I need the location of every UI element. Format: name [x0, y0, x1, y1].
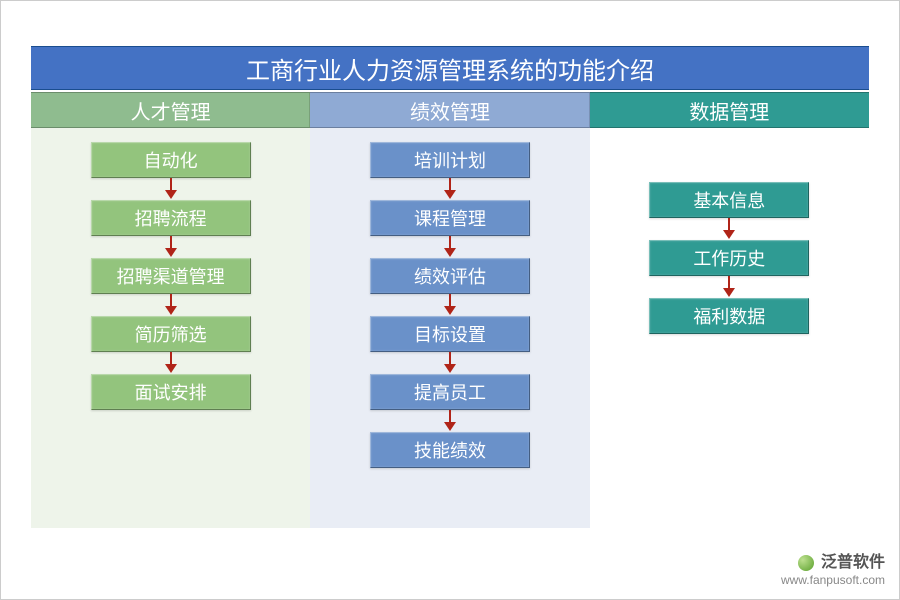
node-label: 课程管理 — [414, 205, 486, 231]
column-1: 培训计划课程管理绩效评估目标设置提高员工技能绩效 — [310, 128, 589, 528]
category-row: 人才管理 绩效管理 数据管理 — [31, 92, 869, 128]
node-label: 福利数据 — [693, 303, 765, 329]
arrow-down-icon — [165, 236, 177, 258]
node-2-2: 福利数据 — [649, 298, 809, 334]
watermark-logo-icon — [798, 555, 814, 571]
category-label: 数据管理 — [689, 96, 769, 125]
node-1-0: 培训计划 — [370, 142, 530, 178]
node-0-0: 自动化 — [91, 142, 251, 178]
node-0-4: 面试安排 — [91, 374, 251, 410]
arrow-down-icon — [444, 294, 456, 316]
category-label: 人才管理 — [131, 96, 211, 125]
arrow-down-icon — [165, 294, 177, 316]
node-label: 技能绩效 — [414, 437, 486, 463]
arrow-down-icon — [165, 352, 177, 374]
arrow-down-icon — [444, 236, 456, 258]
arrow-down-icon — [444, 178, 456, 200]
node-label: 面试安排 — [135, 379, 207, 405]
node-label: 基本信息 — [693, 187, 765, 213]
node-label: 自动化 — [144, 147, 198, 173]
node-0-1: 招聘流程 — [91, 200, 251, 236]
category-header-2: 数据管理 — [590, 92, 869, 128]
arrow-down-icon — [723, 218, 735, 240]
node-1-4: 提高员工 — [370, 374, 530, 410]
node-1-2: 绩效评估 — [370, 258, 530, 294]
column-0: 自动化招聘流程招聘渠道管理简历筛选面试安排 — [31, 128, 310, 528]
node-2-0: 基本信息 — [649, 182, 809, 218]
node-label: 简历筛选 — [135, 321, 207, 347]
title-text: 工商行业人力资源管理系统的功能介绍 — [246, 51, 654, 86]
node-2-1: 工作历史 — [649, 240, 809, 276]
node-1-3: 目标设置 — [370, 316, 530, 352]
arrow-down-icon — [723, 276, 735, 298]
category-header-0: 人才管理 — [31, 92, 310, 128]
node-label: 绩效评估 — [414, 263, 486, 289]
watermark: 泛普软件 www.fanpusoft.com — [781, 553, 885, 589]
node-1-5: 技能绩效 — [370, 432, 530, 468]
title-bar: 工商行业人力资源管理系统的功能介绍 — [31, 46, 869, 90]
node-0-2: 招聘渠道管理 — [91, 258, 251, 294]
node-label: 招聘渠道管理 — [117, 263, 225, 289]
node-label: 提高员工 — [414, 379, 486, 405]
column-2: 基本信息工作历史福利数据 — [590, 128, 869, 528]
node-label: 目标设置 — [414, 321, 486, 347]
columns-container: 自动化招聘流程招聘渠道管理简历筛选面试安排培训计划课程管理绩效评估目标设置提高员… — [31, 128, 869, 528]
watermark-brand: 泛普软件 — [821, 554, 885, 571]
node-label: 培训计划 — [414, 147, 486, 173]
arrow-down-icon — [165, 178, 177, 200]
category-header-1: 绩效管理 — [310, 92, 589, 128]
node-0-3: 简历筛选 — [91, 316, 251, 352]
node-label: 工作历史 — [693, 245, 765, 271]
watermark-url: www.fanpusoft.com — [781, 573, 885, 589]
node-label: 招聘流程 — [135, 205, 207, 231]
node-1-1: 课程管理 — [370, 200, 530, 236]
arrow-down-icon — [444, 352, 456, 374]
category-label: 绩效管理 — [410, 96, 490, 125]
arrow-down-icon — [444, 410, 456, 432]
